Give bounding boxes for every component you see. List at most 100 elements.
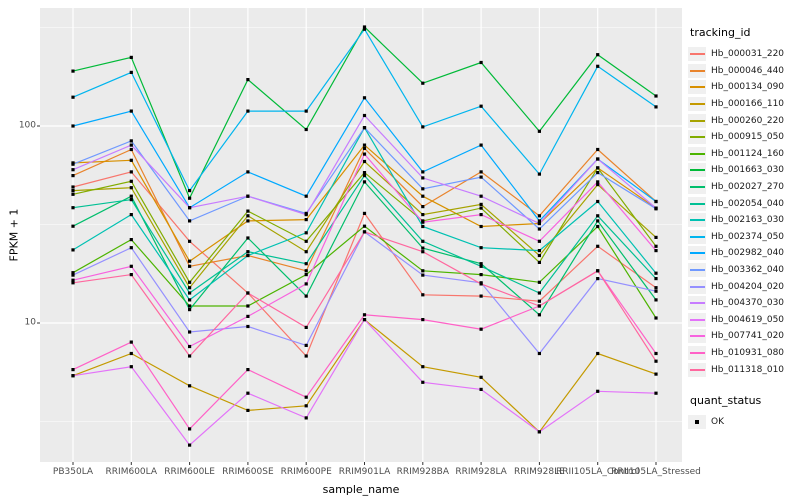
- legend-item: Hb_002374_050: [688, 229, 800, 246]
- data-point: [71, 368, 75, 372]
- legend-item: Hb_003362_040: [688, 262, 800, 279]
- data-point: [362, 211, 367, 215]
- line-swatch-icon: [688, 196, 706, 211]
- data-point: [71, 189, 75, 193]
- line-swatch-icon: [688, 329, 706, 344]
- data-point: [654, 286, 658, 290]
- data-point: [362, 318, 367, 322]
- line-swatch-icon: [688, 213, 706, 228]
- data-point: [596, 147, 600, 152]
- data-point: [246, 408, 250, 412]
- line-swatch-icon: [688, 263, 706, 278]
- quant-status-legend: quant_status OK: [688, 394, 800, 431]
- data-point: [129, 340, 133, 344]
- legend-item: Hb_000166_110: [688, 96, 800, 113]
- data-point: [421, 125, 425, 129]
- data-point: [246, 324, 250, 329]
- data-point: [596, 180, 600, 184]
- data-point: [304, 273, 308, 277]
- data-point: [362, 224, 367, 228]
- data-point: [304, 250, 308, 254]
- data-point: [537, 249, 541, 253]
- data-point: [71, 281, 75, 285]
- line-swatch-icon: [688, 296, 706, 311]
- data-point: [654, 351, 658, 356]
- x-tick-label: RRII105LA_Stressed: [611, 467, 701, 477]
- data-point: [654, 316, 658, 320]
- data-point: [129, 170, 133, 174]
- data-point: [71, 124, 75, 128]
- data-point: [129, 365, 133, 369]
- data-point: [246, 314, 250, 318]
- data-point: [246, 291, 250, 295]
- data-point: [304, 127, 308, 132]
- data-point: [654, 244, 658, 248]
- data-point: [479, 375, 483, 379]
- panel-background: [40, 8, 682, 462]
- data-point: [479, 327, 483, 331]
- data-point: [537, 430, 541, 434]
- legend-item: Hb_002027_270: [688, 179, 800, 196]
- data-point: [596, 351, 600, 356]
- data-point: [246, 214, 250, 218]
- y-tick-label: 100: [18, 120, 36, 131]
- legend-item-label: Hb_007741_020: [711, 331, 785, 342]
- data-point: [479, 273, 483, 277]
- data-point: [421, 187, 425, 191]
- data-point: [362, 96, 367, 100]
- data-point: [304, 282, 308, 286]
- data-point: [421, 220, 425, 224]
- data-point: [71, 162, 75, 166]
- data-point: [188, 443, 192, 447]
- data-point: [304, 395, 308, 399]
- data-point: [479, 175, 483, 179]
- legend-item-label: Hb_004204_020: [711, 281, 785, 292]
- legend-item: Hb_004370_030: [688, 295, 800, 312]
- data-point: [479, 202, 483, 206]
- data-point: [479, 206, 483, 210]
- data-point: [537, 291, 541, 295]
- data-point: [246, 78, 250, 82]
- data-point: [129, 109, 133, 113]
- data-point: [362, 159, 367, 164]
- data-point: [479, 60, 483, 65]
- legend-item-label: OK: [711, 417, 724, 428]
- data-point: [71, 248, 75, 252]
- data-point: [71, 374, 75, 378]
- data-point: [421, 380, 425, 384]
- x-tick-label: RRII105LA_Control: [555, 467, 640, 477]
- data-point: [246, 253, 250, 258]
- y-tick-label: 10: [24, 317, 36, 328]
- legend-title: tracking_id: [690, 26, 751, 39]
- data-point: [129, 179, 133, 183]
- legend-item-label: Hb_002374_050: [711, 231, 785, 242]
- data-point: [421, 176, 425, 180]
- line-swatch-icon: [688, 279, 706, 294]
- line-swatch-icon: [688, 163, 706, 178]
- data-point: [654, 235, 658, 239]
- legend-item: Hb_002163_030: [688, 212, 800, 229]
- data-point: [188, 286, 192, 290]
- data-point: [537, 172, 541, 176]
- data-point: [246, 170, 250, 174]
- data-point: [362, 143, 367, 147]
- data-point: [304, 325, 308, 329]
- data-point: [188, 330, 192, 334]
- y-axis-title: FPKM + 1: [7, 208, 21, 262]
- legend-item: Hb_000260_220: [688, 112, 800, 129]
- data-point: [596, 214, 600, 218]
- data-point: [537, 239, 541, 243]
- data-point: [479, 224, 483, 229]
- data-point: [362, 180, 367, 184]
- quant-status-legend-title: quant_status: [690, 393, 762, 407]
- data-point: [188, 189, 192, 193]
- data-point: [537, 129, 541, 133]
- data-point: [246, 219, 250, 223]
- x-tick-label: RRIM901LA: [338, 467, 391, 477]
- legend-item: OK: [688, 414, 800, 431]
- legend-item: Hb_002982_040: [688, 245, 800, 262]
- data-point: [654, 249, 658, 253]
- data-point: [596, 64, 600, 68]
- data-point: [304, 404, 308, 408]
- data-point: [129, 143, 133, 147]
